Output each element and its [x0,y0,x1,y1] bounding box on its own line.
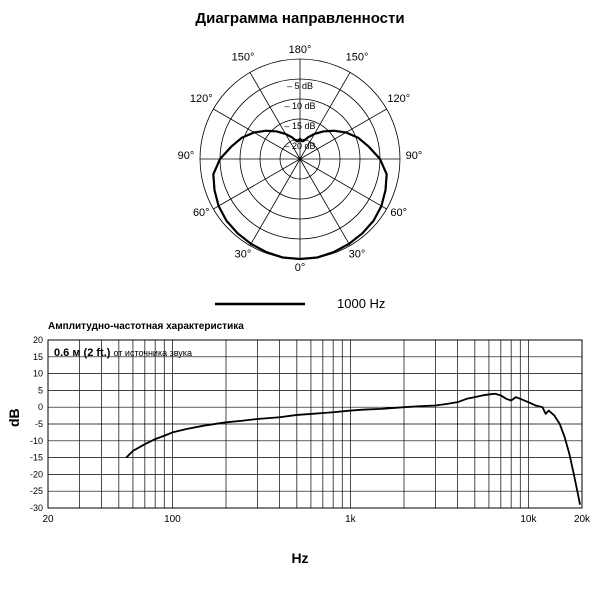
x-axis-label: Hz [0,550,600,566]
svg-text:60°: 60° [390,207,407,219]
svg-text:30°: 30° [235,249,252,261]
freq-title: Амплитудно-частотная характеристика [0,321,600,332]
svg-text:– 15 dB: – 15 dB [284,121,315,131]
svg-text:-5: -5 [35,419,43,429]
svg-text:20: 20 [33,335,43,345]
y-axis-label: dB [6,408,22,427]
svg-text:-30: -30 [30,503,43,513]
freq-chart: dB 20151050-5-10-15-20-25-30201001k10k20… [0,332,600,552]
legend-line-icon [215,299,305,309]
svg-text:150°: 150° [232,51,255,63]
svg-text:20k: 20k [574,514,591,525]
legend-label: 1000 Hz [337,296,385,311]
freq-svg: 20151050-5-10-15-20-25-30201001k10k20k0.… [0,332,600,532]
svg-text:1k: 1k [345,514,357,525]
svg-text:– 20 dB: – 20 dB [284,141,315,151]
svg-text:– 5 dB: – 5 dB [287,81,313,91]
polar-legend: 1000 Hz [0,295,600,313]
svg-text:5: 5 [38,385,43,395]
polar-chart: 0° 30° 30° 60° 60° 90° 90° 120° 120° 150° 150° 180°… [0,31,600,291]
svg-text:120°: 120° [190,93,213,105]
svg-text:20: 20 [42,514,54,525]
svg-text:-20: -20 [30,469,43,479]
svg-text:-25: -25 [30,486,43,496]
svg-text:150°: 150° [346,51,369,63]
figure-container: Диаграмма направленности 0° 30° 30° 60° 60° 9… [0,0,600,600]
svg-text:30°: 30° [349,249,366,261]
svg-text:– 10 dB: – 10 dB [284,101,315,111]
svg-text:90°: 90° [178,150,195,162]
svg-text:90°: 90° [406,150,423,162]
svg-text:-15: -15 [30,453,43,463]
svg-text:60°: 60° [193,207,210,219]
svg-text:100: 100 [164,514,181,525]
svg-text:180°: 180° [289,44,312,56]
svg-text:10: 10 [33,369,43,379]
svg-text:0: 0 [38,402,43,412]
svg-text:15: 15 [33,352,43,362]
svg-text:10k: 10k [520,514,537,525]
svg-text:120°: 120° [387,93,410,105]
svg-text:0°: 0° [295,262,306,274]
svg-text:-10: -10 [30,436,43,446]
polar-title: Диаграмма направленности [0,0,600,27]
svg-text:0.6 м (2 ft.) от источника зв: 0.6 м (2 ft.) от источника звука [54,347,192,359]
polar-svg: 0° 30° 30° 60° 60° 90° 90° 120° 120° 150° 150° 180°… [120,31,480,279]
